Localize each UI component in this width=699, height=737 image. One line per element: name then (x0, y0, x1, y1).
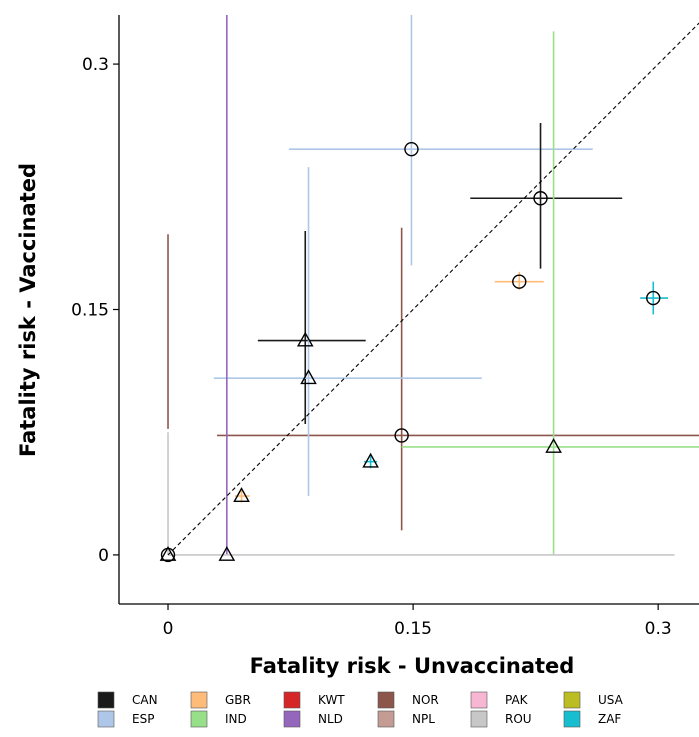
legend-swatch-esp (97, 710, 115, 728)
legend-swatch-rou (470, 710, 488, 728)
legend-label-nld: NLD (318, 712, 343, 726)
point-nor-triangle (159, 545, 177, 561)
point-esp-triangle (300, 369, 317, 385)
point-gbr-circle (512, 274, 527, 289)
data-markers (159, 141, 661, 563)
legend-label-esp: ESP (132, 712, 154, 726)
legend-swatch-pak (470, 691, 488, 709)
legend-label-kwt: KWT (318, 693, 345, 707)
legend-label-ind: IND (225, 712, 247, 726)
point-zaf-circle (646, 290, 661, 306)
axes (118, 15, 699, 605)
legend: CAN ESP GBR IND KWT NLD NOR NPL PAK ROU USA ZAF (97, 691, 624, 728)
error-bars (167, 15, 699, 556)
y-tick-label: 0.15 (71, 301, 109, 321)
point-esp-circle (404, 141, 419, 157)
legend-swatch-npl (377, 710, 395, 728)
point-gbr-triangle (233, 487, 250, 502)
legend-swatch-gbr (190, 691, 208, 709)
legend-swatch-zaf (563, 710, 581, 728)
point-nor-circle (394, 428, 409, 443)
point-zaf-triangle (362, 452, 379, 468)
point-can-circle (533, 191, 548, 206)
point-ind-triangle (545, 437, 562, 453)
y-tick-label: 0.3 (82, 55, 109, 75)
legend-label-gbr: GBR (225, 693, 251, 707)
x-axis-title: Fatality risk - Unvaccinated (250, 654, 575, 678)
legend-label-npl: NPL (412, 712, 435, 726)
legend-swatch-usa (563, 691, 581, 709)
legend-swatch-kwt (283, 691, 301, 709)
legend-label-pak: PAK (505, 693, 529, 707)
legend-label-usa: USA (598, 693, 624, 707)
y-axis-ticks: 0 0.15 0.3 (71, 55, 119, 566)
x-tick-label: 0.3 (645, 619, 672, 639)
legend-label-nor: NOR (412, 693, 439, 707)
x-axis-ticks: 0 0.15 0.3 (163, 604, 672, 639)
x-tick-label: 0 (163, 619, 174, 639)
y-axis-title: Fatality risk - Vaccinated (16, 163, 40, 457)
legend-label-zaf: ZAF (598, 712, 621, 726)
legend-swatch-nor (377, 691, 395, 709)
legend-swatch-nld (283, 710, 301, 728)
legend-label-can: CAN (132, 693, 158, 707)
legend-label-rou: ROU (505, 712, 532, 726)
identity-reference-line (167, 22, 699, 556)
legend-swatch-ind (190, 710, 208, 728)
legend-swatch-can (97, 691, 115, 709)
point-nld-triangle (218, 545, 236, 561)
x-tick-label: 0.15 (394, 619, 432, 639)
point-can-triangle (296, 331, 314, 347)
y-tick-label: 0 (98, 546, 109, 566)
